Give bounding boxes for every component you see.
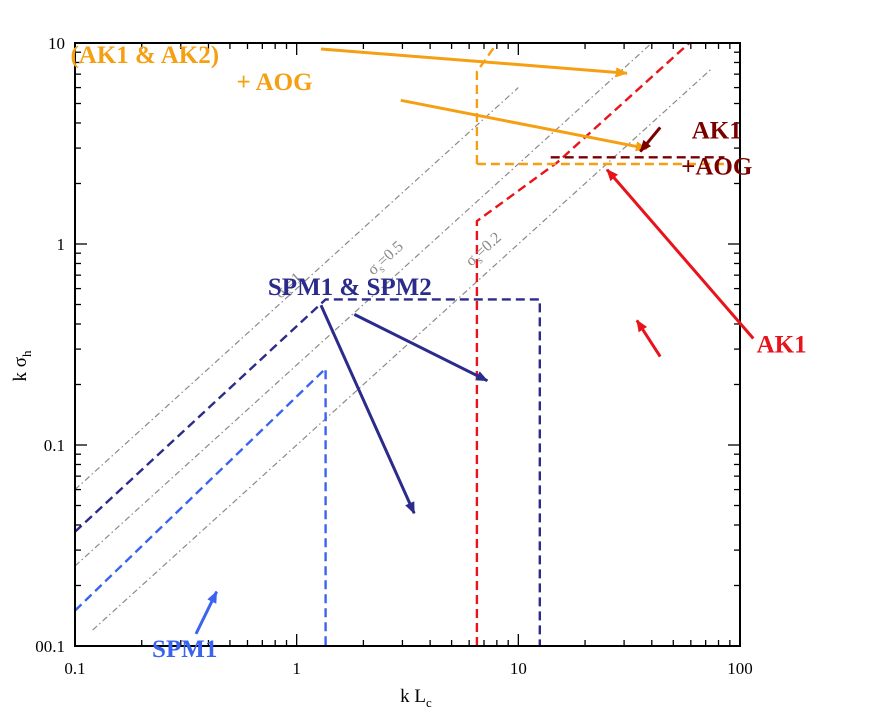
annotation-spm1-spm2-arrow (319, 304, 416, 515)
annotation-ak1-ak2-aog-arrow (320, 47, 628, 78)
annotation-ak1-label: AK1 (757, 332, 807, 359)
series-line-1 (75, 298, 541, 646)
reference-lines (75, 43, 713, 631)
sigma-line-1 (75, 87, 519, 491)
x-axis-label-sub: c (426, 695, 432, 710)
annotation-ak1-aog-arrow (639, 126, 662, 153)
annotation-ak1-aog-label: AK1 (692, 117, 742, 144)
annotation-ak1-arrow (635, 319, 662, 358)
y-tick-label: 10 (48, 34, 65, 53)
y-tick-label: 1 (57, 235, 66, 254)
y-tick-label: 00.1 (35, 637, 65, 656)
plot-frame (74, 42, 741, 647)
y-axis-label-main: k σ (10, 357, 31, 382)
annotation-ak1-arrow (605, 168, 755, 340)
x-tick-label: 10 (510, 659, 527, 678)
annotation-ak1-aog-label: +AOG (681, 154, 752, 181)
annotation-spm1-arrow (194, 590, 218, 635)
x-tick-label: 100 (727, 659, 753, 678)
series-lines (75, 43, 725, 646)
y-axis-label: k σh (10, 350, 34, 382)
x-tick-label: 1 (292, 659, 301, 678)
sigma-line-3 (92, 67, 713, 631)
x-axis-label-main: k L (400, 686, 426, 707)
annotation-ak1-ak2-aog-arrow (400, 98, 648, 152)
annotation-ak1-ak2-aog-label: + AOG (236, 69, 312, 96)
sigma-label-3: σs=0.2 (462, 229, 507, 272)
annotation-spm1-spm2-arrow (353, 313, 489, 383)
annotations: (AK1 & AK2) + AOG AK1 +AOG AK1 SPM1 & SPM2 SPM… (70, 42, 806, 663)
annotation-spm1-label: SPM1 (152, 636, 217, 663)
sigma-line-2 (75, 43, 653, 567)
series-line-5 (475, 43, 499, 164)
series-line-2 (75, 365, 327, 646)
y-axis-label-sub: h (19, 350, 34, 357)
annotation-spm1-spm2-label: SPM1 & SPM2 (268, 274, 432, 301)
y-tick-label: 0.1 (44, 436, 65, 455)
series-line-3 (475, 43, 692, 646)
x-tick-label: 0.1 (64, 659, 85, 678)
x-axis-label: k Lc (400, 686, 432, 710)
annotation-ak1-ak2-aog-label: (AK1 & AK2) (70, 42, 219, 69)
